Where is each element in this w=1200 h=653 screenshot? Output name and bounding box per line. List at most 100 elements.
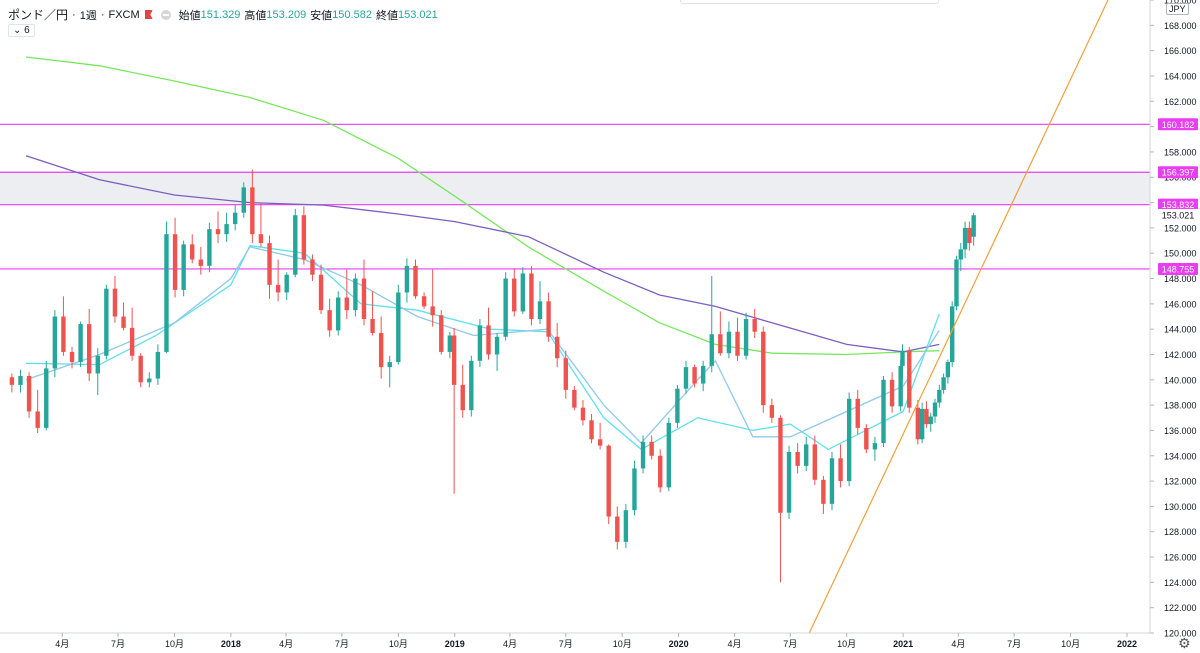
y-tick-label: 130.000 [1164,502,1197,512]
candle-body [112,288,118,317]
candle-body [520,273,526,312]
x-tick-label: 10月 [613,639,632,649]
candle [864,424,869,454]
y-tick-label: 120.000 [1164,629,1197,639]
red-flag-icon[interactable] [144,10,153,19]
candle [494,332,500,371]
candle [640,435,646,474]
currency-badge[interactable]: JPY [1166,3,1189,15]
candle-body [129,327,135,356]
candle-body [258,234,264,244]
price-level-badge-label: 160.182 [1162,120,1195,130]
x-tick-label: 7月 [111,639,125,649]
drawing-toolbar-edge[interactable] [680,0,939,4]
symbol-name[interactable]: ポンド／円 [8,8,69,22]
candle [675,384,680,428]
candle-body [683,367,689,389]
price-level-badge [1158,198,1198,211]
candle [95,348,100,395]
candle-body [190,244,195,260]
candle-body [900,350,905,366]
interval-label[interactable]: 1週 [79,9,97,22]
candle-body [795,451,800,466]
candle-body [563,358,568,390]
price-level-badge-label: 156.397 [1162,168,1195,178]
candle-body [606,445,611,517]
price-level-badge-label: 153.832 [1162,200,1195,210]
candle-body [430,306,435,316]
x-tick-label: 2019 [445,639,465,649]
candle-body [451,335,457,385]
candle-body [971,215,976,237]
candle-body [632,468,637,511]
candle [945,359,951,384]
candle [198,246,204,275]
y-tick-label: 148.000 [1164,274,1197,284]
candle-body [924,408,929,425]
candle-body [640,441,646,469]
candle-body [580,407,586,421]
candle [336,291,341,336]
candle [546,292,551,342]
candle [284,272,289,301]
candle [958,243,963,271]
candle-body [589,420,594,440]
candle [387,355,392,388]
candle [207,222,212,273]
candle [69,346,75,369]
candle [632,460,637,516]
candle-body [52,316,58,369]
candle [743,312,749,360]
candle [232,205,238,231]
candle [353,273,358,317]
candle [554,322,560,368]
last-price-badge [1158,208,1198,221]
candle-body [336,297,341,331]
candle-body [546,301,551,337]
candle-body [889,379,895,407]
candle [35,389,40,433]
high-value: 153.209 [266,8,307,21]
candle-body [623,510,629,542]
candle-body [945,362,951,378]
candle [147,372,152,388]
candle [941,373,946,394]
candle [529,265,534,326]
candle-body [597,439,603,446]
candle [512,268,517,317]
candle [250,169,255,244]
price-level-badge-label: 148.755 [1162,264,1195,274]
moving-average-line [25,155,940,353]
x-tick-label: 10月 [389,639,408,649]
y-tick-label: 170.000 [1164,0,1197,6]
candle [215,211,221,244]
candle-body [121,316,126,328]
candle-body [69,351,75,363]
x-tick-label: 10月 [1061,639,1080,649]
candle [778,415,783,583]
gear-icon[interactable]: ⚙ [1178,635,1191,651]
candle-body [898,365,903,407]
candle-body [503,278,508,337]
candle [537,281,543,325]
candle [301,206,307,265]
separator: · [100,8,105,21]
candle-body [949,306,955,363]
y-tick-label: 128.000 [1164,527,1197,537]
indicators-toggle[interactable]: ⌄ 6 [8,24,35,37]
candle-body [413,265,418,297]
candle [932,398,938,423]
y-tick-label: 124.000 [1164,578,1197,588]
candle-body [284,274,289,293]
candle-body [512,278,517,312]
candle [164,221,169,354]
y-tick-label: 126.000 [1164,553,1197,563]
x-tick-label: 7月 [559,639,573,649]
candle [967,221,972,251]
indicator-count: 6 [24,25,30,36]
candle [615,506,620,550]
minus-circle-icon[interactable] [160,9,171,20]
candle [795,443,800,474]
candle [477,319,483,368]
